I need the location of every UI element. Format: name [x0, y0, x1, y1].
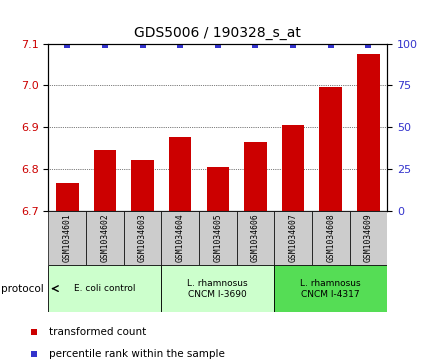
Text: GSM1034602: GSM1034602 [100, 213, 110, 262]
Text: GSM1034609: GSM1034609 [364, 213, 373, 262]
Bar [274, 211, 312, 265]
Point [252, 42, 259, 48]
Text: L. rhamnosus
CNCM I-4317: L. rhamnosus CNCM I-4317 [301, 278, 361, 299]
Point [365, 42, 372, 48]
Text: E. coli control: E. coli control [74, 284, 136, 293]
Text: GSM1034607: GSM1034607 [289, 213, 297, 262]
Point [30, 329, 37, 335]
Text: GSM1034608: GSM1034608 [326, 213, 335, 262]
Text: GSM1034605: GSM1034605 [213, 213, 222, 262]
Point [327, 42, 334, 48]
Bar [357, 54, 380, 211]
Bar [161, 265, 274, 312]
Bar [48, 265, 161, 312]
Text: GSM1034606: GSM1034606 [251, 213, 260, 262]
Text: percentile rank within the sample: percentile rank within the sample [49, 349, 225, 359]
Bar [161, 211, 199, 265]
Point [30, 351, 37, 357]
Point [214, 42, 221, 48]
Text: L. rhamnosus
CNCM I-3690: L. rhamnosus CNCM I-3690 [187, 278, 248, 299]
Bar [312, 211, 349, 265]
Bar [199, 211, 237, 265]
Text: transformed count: transformed count [49, 327, 147, 337]
Point [101, 42, 108, 48]
Point [64, 42, 71, 48]
Text: GSM1034604: GSM1034604 [176, 213, 185, 262]
Bar [94, 150, 116, 211]
Bar [48, 211, 86, 265]
Bar [349, 211, 387, 265]
Bar [274, 265, 387, 312]
Bar [86, 211, 124, 265]
Bar [244, 142, 267, 211]
Bar [206, 167, 229, 211]
Bar [282, 125, 304, 211]
Text: protocol: protocol [1, 284, 44, 294]
Point [290, 42, 297, 48]
Point [176, 42, 183, 48]
Bar [237, 211, 274, 265]
Text: GSM1034603: GSM1034603 [138, 213, 147, 262]
Bar [319, 87, 342, 211]
Bar [131, 160, 154, 211]
Title: GDS5006 / 190328_s_at: GDS5006 / 190328_s_at [134, 26, 301, 40]
Text: GSM1034601: GSM1034601 [63, 213, 72, 262]
Bar [124, 211, 161, 265]
Bar [169, 138, 191, 211]
Bar [56, 183, 78, 211]
Point [139, 42, 146, 48]
